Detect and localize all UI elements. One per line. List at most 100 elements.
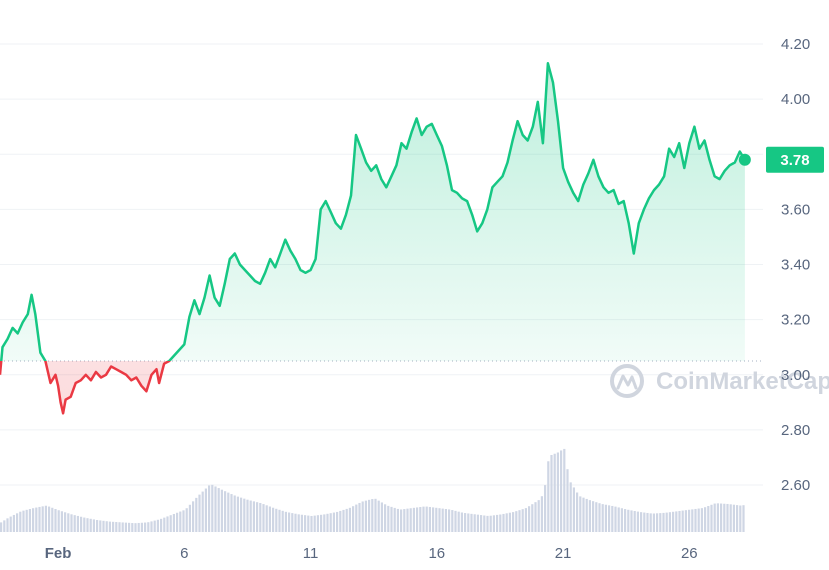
y-tick-label: 3.20 [781,312,810,329]
x-axis: Feb 6 11 16 21 26 [45,545,698,562]
volume-bar [128,522,131,532]
volume-bar [518,510,521,532]
volume-bar [57,510,60,532]
volume-bar [115,522,118,532]
volume-bar [486,515,489,532]
price-line-segment-up [0,62,746,361]
volume-bar [633,511,636,532]
volume-bar [643,512,646,532]
volume-bar [246,499,249,532]
volume-bar [28,509,31,532]
volume-bar [281,510,284,532]
volume-bar [592,501,595,532]
volume-bar [492,515,495,532]
volume-bar [67,513,70,532]
volume-bar [441,508,444,532]
volume-bar [32,508,35,532]
y-tick-label: 3.00 [781,367,810,384]
volume-bar [89,518,92,532]
volume-bar [297,514,300,532]
volume-bar [323,514,326,532]
volume-bar [364,500,367,532]
volume-bar [12,514,15,532]
volume-bar [195,497,198,532]
volume-bar [544,485,547,532]
volume-bar [403,509,406,532]
volume-bar [678,510,681,532]
volume-bar [352,506,355,532]
volume-bar [384,504,387,532]
volume-bar [368,499,371,532]
volume-bar [451,510,454,532]
volume-bar [652,513,655,532]
volume-bar [176,512,179,532]
volume-bar [265,505,268,532]
volume-bar [675,511,678,532]
volume-bar [460,512,463,532]
volume-bars [0,448,745,532]
volume-bar [697,508,700,532]
current-price-label: 3.78 [780,152,809,169]
volume-bar [73,515,76,532]
volume-bar [16,513,19,532]
x-tick-label: 26 [681,545,698,562]
volume-bar [137,522,140,532]
volume-bar [342,509,345,532]
volume-bar [448,509,451,532]
volume-bar [502,513,505,532]
volume-bar [662,512,665,532]
volume-bar [131,523,134,532]
volume-bar [76,515,79,532]
volume-bar [249,500,252,532]
volume-bar [505,513,508,532]
volume-bar [419,507,422,532]
volume-bar [604,504,607,532]
volume-bar [496,514,499,532]
volume-bar [608,505,611,532]
volume-bar [80,516,83,532]
volume-bar [540,496,543,532]
volume-bar [684,510,687,532]
volume-bar [707,505,710,532]
volume-bar [739,505,742,532]
volume-bar [716,503,719,532]
volume-bar [156,519,159,532]
volume-bar [243,498,246,532]
volume-bar [432,507,435,532]
volume-bar [489,515,492,532]
volume-bar [60,511,63,532]
volume-bar [163,517,166,532]
volume-bar [467,513,470,532]
x-tick-label: 16 [428,545,445,562]
volume-bar [9,516,12,532]
volume-bar [483,515,486,532]
volume-bar [345,508,348,532]
volume-bar [284,511,287,532]
price-area-down [0,360,745,414]
y-tick-label: 3.40 [781,257,810,274]
volume-bar [534,502,537,532]
y-tick-label: 4.20 [781,36,810,53]
volume-bar [611,505,614,532]
volume-bar [742,505,745,532]
price-line-up [0,62,746,361]
volume-bar [444,509,447,532]
volume-bar [291,513,294,532]
volume-bar [179,511,182,532]
volume-bar [438,508,441,532]
volume-bar [300,514,303,532]
volume-bar [595,502,598,532]
volume-bar [691,509,694,532]
volume-bar [70,514,73,532]
volume-bar [19,511,22,532]
y-tick-label: 4.00 [781,91,810,108]
x-tick-label: 11 [303,545,319,562]
volume-bar [665,512,668,532]
y-tick-label: 2.60 [781,477,810,494]
volume-bar [236,496,239,532]
current-price-dot[interactable] [738,153,751,166]
volume-bar [636,511,639,532]
volume-bar [480,515,483,532]
y-tick-label: 3.60 [781,201,810,218]
